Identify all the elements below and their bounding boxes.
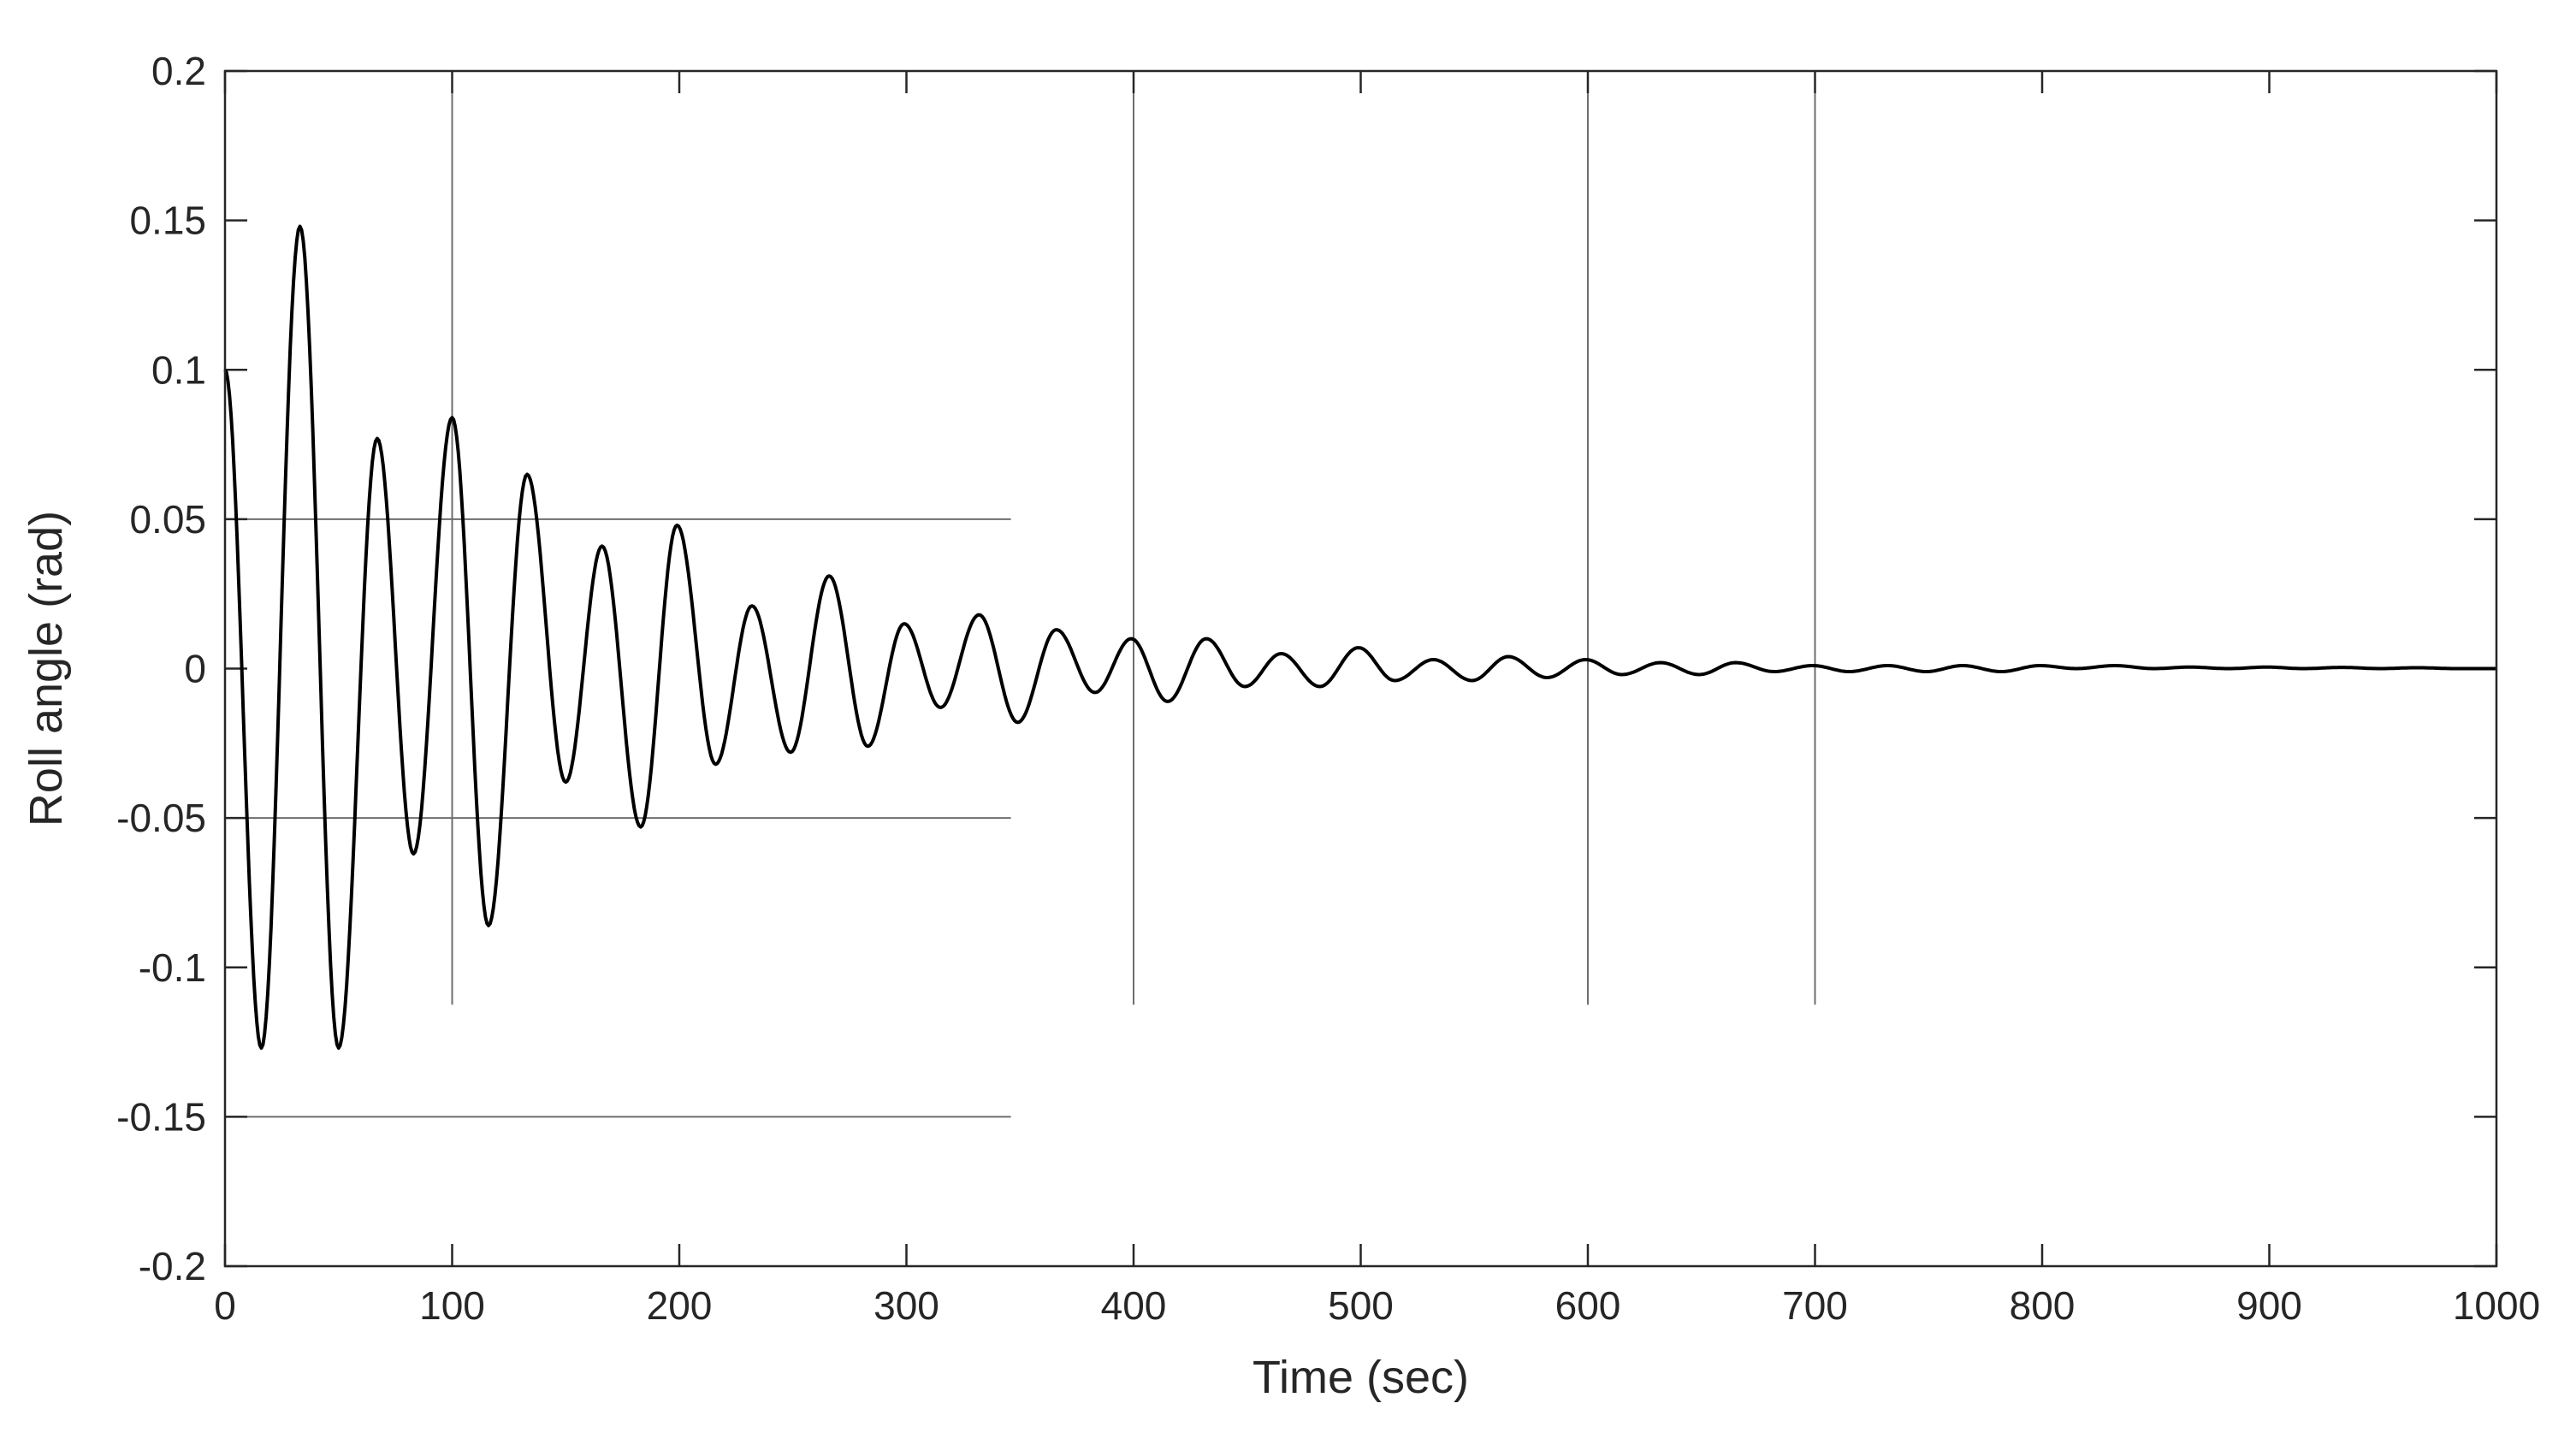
y-tick-label: -0.1 [139, 945, 206, 990]
x-tick-labels: 0 100 200 300 400 500 600 700 800 900 1000 [214, 1283, 2540, 1328]
x-tick-label: 700 [1782, 1283, 1848, 1328]
x-tick-label: 900 [2236, 1283, 2302, 1328]
y-tick-label: 0.1 [151, 347, 206, 392]
series-line-0 [223, 224, 2496, 1050]
y-tick-label: -0.05 [116, 796, 206, 840]
x-tick-label: 0 [214, 1283, 236, 1328]
x-tick-label: 300 [873, 1283, 939, 1328]
x-tick-label: 200 [647, 1283, 713, 1328]
y-tick-label: 0.2 [151, 49, 206, 93]
y-tick-label: 0.15 [129, 198, 206, 243]
series-layer [223, 224, 2496, 1050]
y-axis-label: Roll angle (rad) [21, 511, 72, 826]
x-tick-label: 800 [2010, 1283, 2076, 1328]
y-tick-label: -0.2 [139, 1244, 206, 1288]
x-tick-label: 400 [1101, 1283, 1167, 1328]
y-tick-label: 0 [184, 647, 206, 691]
x-tick-label: 500 [1328, 1283, 1394, 1328]
plot-frame [223, 69, 2498, 1268]
y-tick-label: -0.15 [116, 1094, 206, 1139]
y-tick-labels: 0.2 0.15 0.1 0.05 0 -0.05 -0.1 -0.15 -0.2 [116, 49, 206, 1288]
x-tick-label: 600 [1555, 1283, 1621, 1328]
x-tick-label: 1000 [2453, 1283, 2540, 1328]
y-tick-label: 0.05 [129, 497, 206, 542]
x-axis-label: Time (sec) [1252, 1352, 1469, 1403]
x-tick-label: 100 [419, 1283, 485, 1328]
